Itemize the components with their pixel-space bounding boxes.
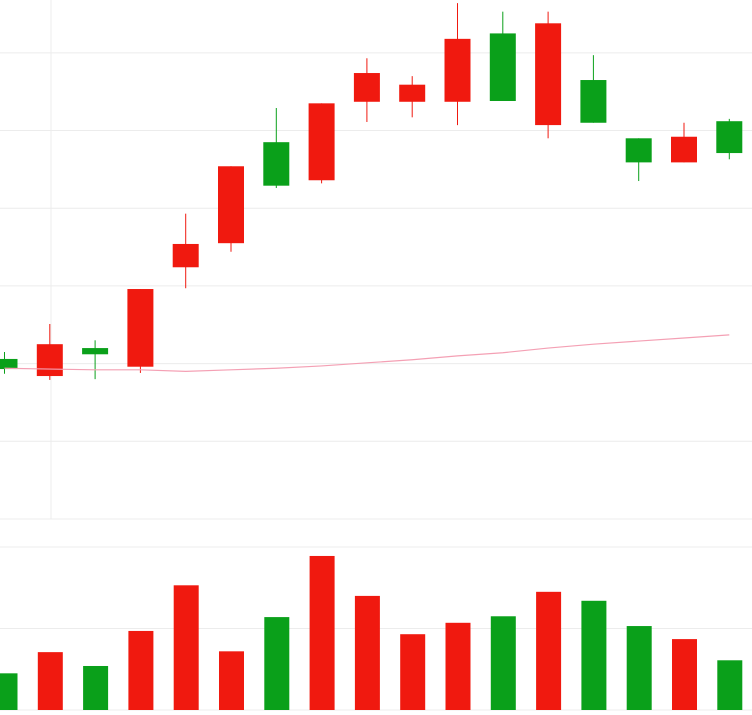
volume-bar (83, 665, 109, 710)
volume-bar (354, 595, 380, 710)
candle-body (671, 136, 697, 163)
volume-bar (0, 673, 18, 710)
volume-bar (400, 634, 426, 710)
volume-bar (37, 652, 63, 710)
moving-average-line (4, 334, 730, 372)
volume-bar (309, 555, 335, 710)
candle-body (308, 103, 335, 181)
volume-bar (536, 591, 562, 710)
candle-body (0, 358, 18, 370)
candle-body (353, 73, 380, 102)
volume-bar (581, 600, 607, 710)
volume-bar (128, 630, 154, 710)
candle-body (218, 166, 244, 244)
candle-body (263, 142, 290, 186)
volume-bar (490, 616, 516, 710)
candle-body (444, 38, 471, 102)
volume-bar (717, 660, 743, 710)
candle-body (172, 243, 199, 268)
candle-body (716, 121, 743, 154)
candle-body (489, 33, 516, 102)
candle-body (580, 80, 607, 123)
volume-bar (219, 651, 244, 710)
volume-bar (173, 585, 199, 710)
candle-body (625, 138, 652, 163)
volume-bar (672, 639, 697, 710)
volume-bar (445, 622, 471, 710)
volume-bar (626, 626, 652, 710)
candle-body (82, 348, 109, 355)
candle-body (535, 23, 562, 126)
candle-body (399, 84, 426, 102)
candle-body (127, 289, 154, 367)
volume-bar (264, 617, 290, 710)
candle-body (36, 344, 63, 377)
